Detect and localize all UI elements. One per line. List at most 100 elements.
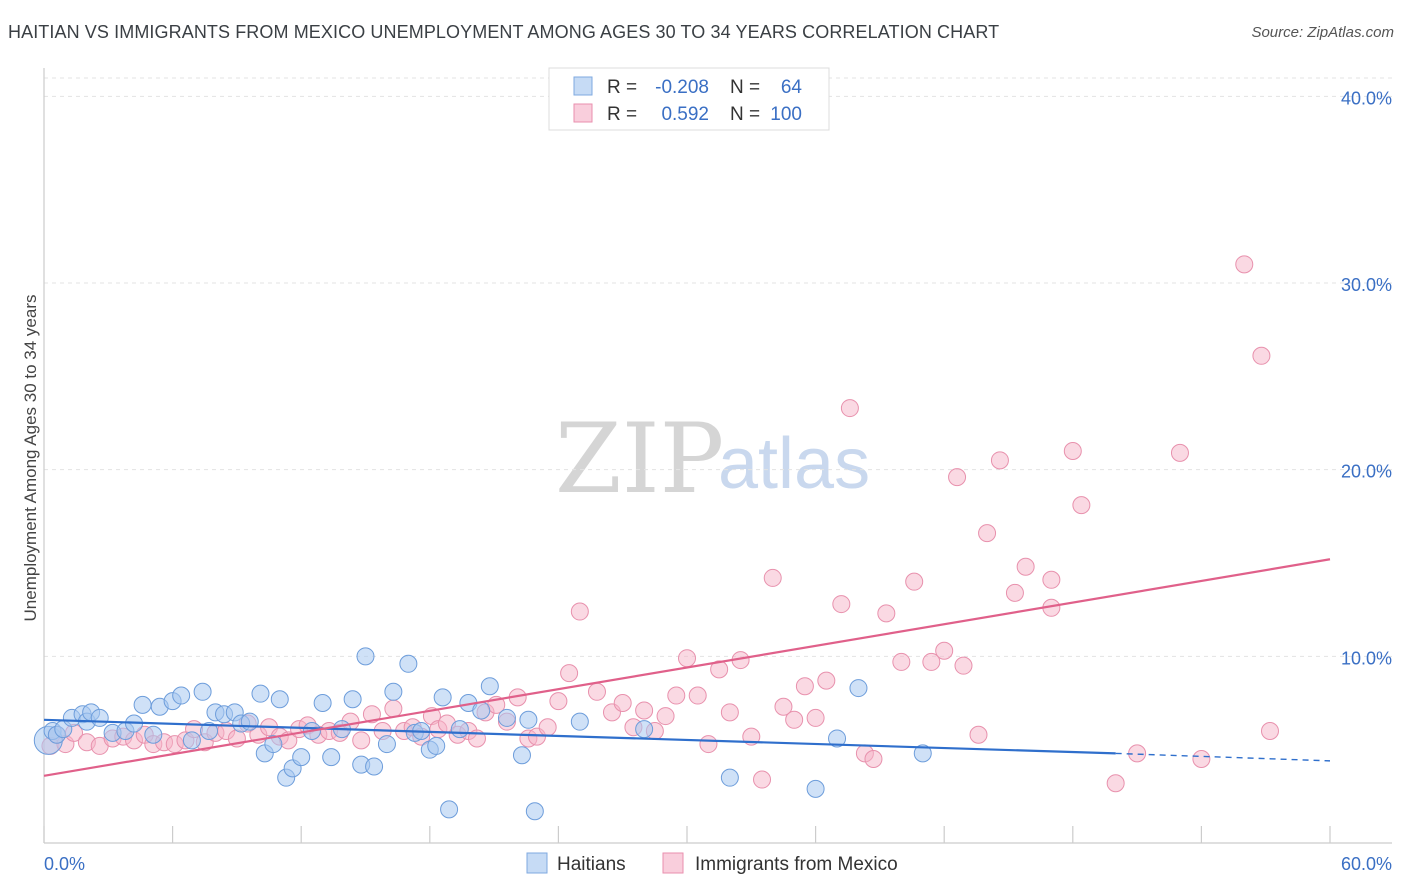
data-point-mexico (656, 707, 675, 726)
data-point-mexico (699, 735, 718, 754)
data-point-haitians (240, 712, 259, 731)
y-tick-label: 30.0% (1341, 275, 1392, 295)
data-point-haitians (635, 720, 654, 739)
legend-n-value: 64 (781, 77, 803, 98)
data-point-haitians (322, 748, 341, 767)
axes: 10.0% 20.0% 30.0% 40.0% (43, 68, 1392, 844)
data-point-mexico (1192, 750, 1211, 768)
data-point-mexico (795, 677, 814, 696)
data-point-haitians (270, 690, 289, 709)
data-point-haitians (519, 710, 538, 729)
bottom-legend-mexico: Immigrants from Mexico (695, 854, 898, 875)
data-point-haitians (570, 712, 589, 731)
y-tick-label: 20.0% (1341, 462, 1392, 482)
data-point-mexico (549, 692, 568, 711)
data-point-mexico (678, 649, 696, 668)
data-point-mexico (384, 699, 403, 718)
data-point-mexico (1170, 443, 1189, 462)
data-point-haitians (512, 746, 531, 765)
bottom-legend: Haitians Immigrants from Mexico (526, 852, 898, 875)
data-point-mexico (905, 572, 924, 591)
data-point-haitians (343, 690, 362, 709)
data-point-mexico (954, 656, 973, 675)
data-point-mexico (688, 686, 707, 705)
data-point-haitians (377, 735, 396, 754)
data-point-haitians (497, 708, 516, 727)
data-point-haitians (292, 748, 311, 767)
data-point-mexico (840, 399, 859, 418)
data-point-mexico (774, 697, 793, 716)
data-point-haitians (144, 725, 163, 744)
data-point-haitians (182, 731, 201, 750)
data-point-haitians (913, 744, 932, 763)
data-point-haitians (427, 736, 446, 755)
bottom-legend-swatch-mexico (662, 852, 684, 874)
data-point-mexico (1005, 583, 1024, 602)
data-point-haitians (480, 677, 499, 696)
data-point-haitians (172, 686, 191, 705)
data-point-haitians (806, 779, 825, 798)
data-point-haitians (313, 694, 332, 712)
data-point-haitians (525, 802, 544, 821)
data-point-haitians (200, 722, 219, 740)
data-point-mexico (352, 731, 371, 750)
trend-line-haitians-extension (1115, 752, 1331, 762)
data-point-mexico (785, 710, 804, 729)
data-point-mexico (948, 468, 967, 487)
data-point-mexico (817, 671, 836, 690)
trend-line-mexico (43, 558, 1331, 777)
data-point-mexico (1016, 557, 1035, 576)
bottom-legend-haitians: Haitians (557, 854, 626, 875)
data-point-mexico (587, 682, 606, 701)
data-point-mexico (635, 701, 654, 720)
data-point-mexico (806, 708, 825, 727)
x-tick-label-min: 0.0% (44, 854, 85, 874)
data-point-haitians (356, 647, 375, 666)
data-point-mexico (877, 604, 896, 623)
data-point-haitians (365, 757, 384, 776)
data-point-mexico (720, 703, 739, 722)
legend-n-label: N = (730, 77, 760, 98)
data-point-mexico (864, 750, 883, 768)
data-point-mexico (570, 602, 589, 621)
data-point-mexico (1042, 570, 1061, 589)
legend-n-value: 100 (770, 104, 802, 125)
legend-box: R = -0.208 N = 64 R = 0.592 N = 100 (548, 67, 830, 131)
data-point-haitians (193, 682, 212, 701)
data-point-mexico (560, 664, 579, 683)
legend-r-value: -0.208 (655, 77, 709, 98)
data-point-haitians (440, 800, 459, 819)
data-point-haitians (384, 682, 403, 701)
y-tick-label: 10.0% (1341, 648, 1392, 668)
data-point-mexico (763, 568, 782, 587)
data-point-mexico (935, 641, 954, 660)
data-point-haitians (720, 768, 739, 787)
watermark-atlas: atlas (718, 424, 870, 504)
data-point-mexico (1072, 496, 1091, 515)
chart-title: HAITIAN VS IMMIGRANTS FROM MEXICO UNEMPL… (8, 22, 1000, 42)
x-tick-label-max: 60.0% (1341, 854, 1392, 874)
data-point-mexico (1260, 722, 1279, 740)
bottom-legend-swatch-haitians (526, 852, 548, 874)
data-point-mexico (1235, 255, 1254, 274)
data-point-haitians (828, 729, 847, 748)
gridlines (44, 77, 1392, 657)
data-point-mexico (667, 686, 686, 705)
data-point-haitians (433, 688, 452, 707)
legend-swatch-haitians (573, 76, 593, 96)
legend-n-label: N = (730, 104, 760, 125)
data-point-haitians (472, 701, 491, 720)
data-point-haitians (849, 679, 868, 698)
data-point-mexico (362, 705, 381, 724)
data-point-mexico (922, 652, 941, 671)
data-point-mexico (753, 770, 772, 789)
data-point-mexico (978, 524, 997, 543)
data-point-mexico (710, 660, 729, 679)
data-point-mexico (990, 451, 1009, 470)
data-point-mexico (969, 725, 988, 744)
watermark-zip: ZIP (555, 403, 724, 515)
trend-line-haitians (43, 718, 1116, 755)
data-point-mexico (1106, 774, 1125, 793)
legend-r-label: R = (607, 77, 637, 98)
data-point-mexico (892, 652, 911, 671)
